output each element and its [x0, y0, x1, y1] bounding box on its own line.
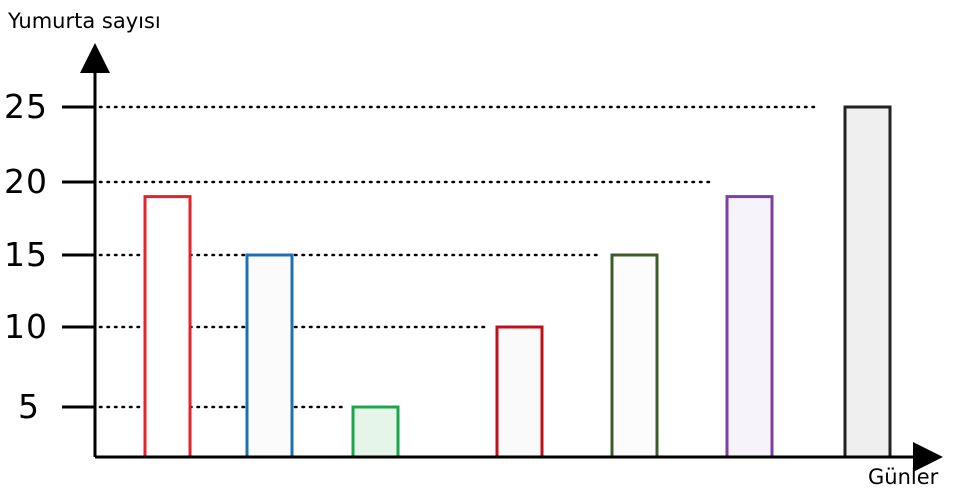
bar-1	[143, 195, 192, 459]
y-tick-label: 25	[4, 87, 48, 126]
bar-4	[495, 325, 544, 459]
bar-6	[725, 195, 774, 459]
bars	[143, 105, 892, 459]
bar-5	[610, 253, 659, 459]
bar-3	[351, 405, 400, 459]
y-tick-label: 20	[4, 162, 48, 201]
y-tick-label: 10	[4, 307, 48, 346]
bar-2	[245, 253, 294, 459]
x-axis-label: Günler	[868, 465, 939, 489]
y-tick-label: 15	[4, 235, 48, 274]
gridlines	[98, 105, 822, 409]
y-ticks: 25 20 15 10 5	[4, 87, 95, 426]
y-tick-label: 5	[18, 387, 40, 426]
y-axis-label: Yumurta sayısı	[7, 9, 161, 33]
bar-7	[843, 105, 892, 459]
